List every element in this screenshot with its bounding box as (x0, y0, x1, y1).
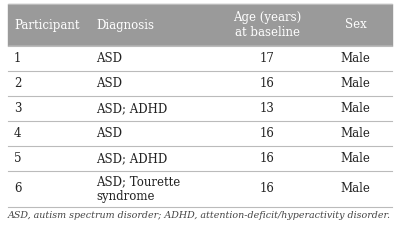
Text: Male: Male (340, 52, 370, 65)
Text: 16: 16 (260, 77, 275, 90)
Text: 4: 4 (14, 127, 22, 140)
Text: 3: 3 (14, 102, 22, 115)
Text: Participant: Participant (14, 18, 80, 31)
Text: ASD: ASD (96, 77, 122, 90)
Text: ASD: ASD (96, 127, 122, 140)
Text: ASD; ADHD: ASD; ADHD (96, 152, 168, 165)
Text: 16: 16 (260, 182, 275, 195)
Text: Male: Male (340, 182, 370, 195)
Text: Diagnosis: Diagnosis (96, 18, 154, 31)
Text: 5: 5 (14, 152, 22, 165)
Text: Sex: Sex (345, 18, 366, 31)
Text: ASD, autism spectrum disorder; ADHD, attention-deficit/hyperactivity disorder.: ASD, autism spectrum disorder; ADHD, att… (8, 211, 391, 220)
Text: Male: Male (340, 127, 370, 140)
Text: Age (years)
at baseline: Age (years) at baseline (233, 11, 301, 39)
Text: 16: 16 (260, 127, 275, 140)
Text: 17: 17 (260, 52, 275, 65)
Text: ASD; ADHD: ASD; ADHD (96, 102, 168, 115)
Bar (8, 121, 392, 146)
Text: ASD; Tourette
syndrome: ASD; Tourette syndrome (96, 175, 181, 203)
Text: Male: Male (340, 152, 370, 165)
Text: 2: 2 (14, 77, 21, 90)
Text: Male: Male (340, 102, 370, 115)
Text: 16: 16 (260, 152, 275, 165)
Bar (8, 46, 392, 71)
Bar (8, 96, 392, 121)
Bar (8, 146, 392, 171)
Text: 13: 13 (260, 102, 275, 115)
Text: ASD: ASD (96, 52, 122, 65)
Text: 6: 6 (14, 182, 22, 195)
Bar (8, 171, 392, 207)
Text: Male: Male (340, 77, 370, 90)
Bar (8, 71, 392, 96)
Text: 1: 1 (14, 52, 21, 65)
Bar (8, 4, 392, 46)
